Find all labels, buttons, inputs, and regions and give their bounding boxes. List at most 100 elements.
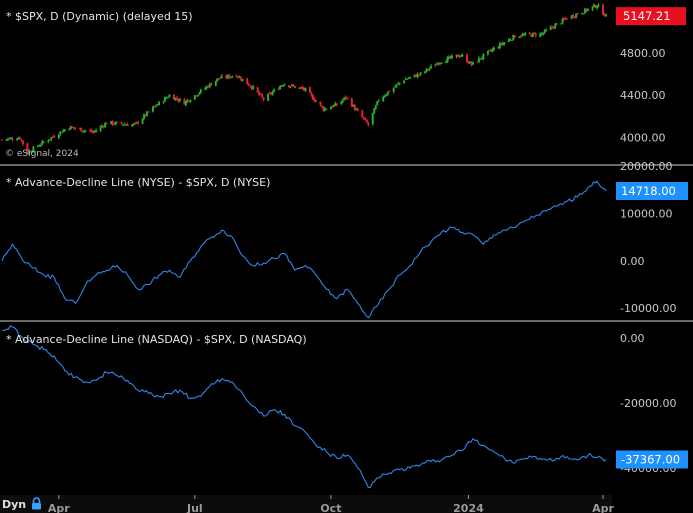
candle-body-54: [114, 122, 117, 125]
candle-body-189: [397, 83, 400, 85]
candle-body-99: [208, 83, 211, 88]
candle-body-121: [256, 87, 259, 93]
candle-body-215: [451, 55, 454, 59]
candle-body-65: [137, 121, 140, 124]
candle-body-239: [501, 43, 504, 46]
candle-body-167: [352, 104, 355, 107]
candle-body-18: [39, 144, 42, 146]
candle-body-7: [17, 138, 20, 140]
candle-body-170: [356, 109, 359, 111]
candle-body-214: [449, 56, 452, 59]
candle-body-230: [482, 54, 485, 59]
candle-body-39: [83, 130, 86, 132]
candle-body-199: [418, 74, 421, 76]
candle-body-176: [371, 112, 374, 125]
candle-body-138: [291, 84, 294, 86]
candle-body-105: [220, 75, 223, 78]
candle-body-279: [585, 8, 588, 11]
candle-body-264: [554, 24, 557, 29]
candle-body-277: [582, 13, 585, 15]
candle-body-51: [110, 121, 113, 124]
candle-body-44: [93, 131, 96, 133]
candle-body-9: [20, 139, 23, 141]
candle-body-88: [186, 100, 189, 102]
candle-body-149: [313, 98, 316, 102]
candle-body-5: [11, 138, 14, 140]
candle-body-33: [71, 126, 74, 128]
candle-body-188: [395, 84, 398, 87]
candle-body-237: [498, 43, 501, 49]
candle-body-232: [488, 50, 491, 52]
candle-body-262: [551, 26, 554, 28]
candle-body-198: [416, 74, 419, 78]
candle-body-180: [377, 100, 380, 102]
candle-body-128: [270, 92, 273, 95]
candle-body-146: [308, 87, 311, 93]
candle-body-158: [332, 105, 335, 107]
time-axis-band: [0, 495, 612, 513]
candle-body-208: [437, 63, 440, 65]
candle-body-155: [325, 108, 328, 110]
candle-body-193: [406, 78, 409, 80]
y-tick-label-panel0-0: 4000.00: [620, 132, 666, 145]
candle-body-0: [1, 139, 3, 141]
candle-body-30: [63, 129, 66, 132]
candle-body-162: [341, 99, 344, 102]
candle-body-68: [144, 114, 147, 116]
candle-body-97: [205, 86, 208, 89]
candle-body-184: [386, 91, 389, 96]
candle-body-38: [81, 131, 84, 133]
dynamic-mode-label[interactable]: Dyn: [2, 498, 27, 511]
candle-body-127: [268, 93, 271, 95]
candle-body-161: [340, 101, 343, 105]
candle-body-53: [113, 123, 116, 125]
candle-body-125: [262, 97, 265, 100]
candle-body-175: [367, 122, 370, 125]
x-tick-label-2: Oct: [320, 502, 341, 513]
candle-body-179: [376, 101, 379, 106]
candle-body-55: [116, 121, 119, 123]
candle-body-252: [530, 34, 533, 37]
candle-body-173: [364, 118, 367, 120]
candle-body-270: [566, 18, 569, 20]
candle-body-34: [72, 127, 75, 129]
candle-body-254: [533, 32, 536, 34]
candle-body-259: [543, 30, 546, 33]
candle-body-11: [26, 143, 29, 154]
y-tick-label-panel0-2: 4800.00: [620, 47, 666, 60]
candle-body-13: [29, 151, 32, 153]
candle-body-244: [512, 34, 515, 41]
lock-icon[interactable]: [30, 497, 43, 510]
candle-body-242: [509, 39, 512, 41]
candle-body-129: [271, 91, 274, 95]
candle-body-191: [403, 80, 406, 84]
candle-body-83: [175, 97, 178, 100]
candle-body-22: [48, 139, 51, 141]
candle-body-283: [594, 5, 597, 8]
y-tick-label-panel1-0: 20000.00: [620, 160, 673, 173]
candle-body-74: [156, 104, 159, 106]
candle-body-71: [152, 106, 154, 112]
candle-body-14: [30, 151, 33, 153]
candle-body-15: [32, 146, 35, 152]
candle-body-151: [319, 101, 322, 105]
candle-body-229: [480, 58, 483, 60]
candle-body-217: [456, 54, 459, 57]
candle-body-224: [470, 62, 473, 65]
candle-body-255: [534, 33, 537, 36]
candle-body-79: [166, 97, 169, 99]
candle-body-209: [439, 62, 442, 64]
candle-body-124: [261, 94, 264, 98]
candle-body-40: [84, 130, 87, 132]
candle-body-75: [157, 101, 160, 105]
candle-body-200: [419, 72, 422, 75]
candle-body-43: [92, 131, 95, 133]
candle-body-102: [216, 78, 219, 82]
candle-body-228: [479, 58, 482, 60]
candle-body-218: [458, 56, 461, 58]
candle-body-145: [304, 87, 307, 91]
candle-body-236: [497, 47, 500, 49]
candle-body-23: [50, 137, 53, 140]
candle-body-81: [172, 94, 175, 100]
